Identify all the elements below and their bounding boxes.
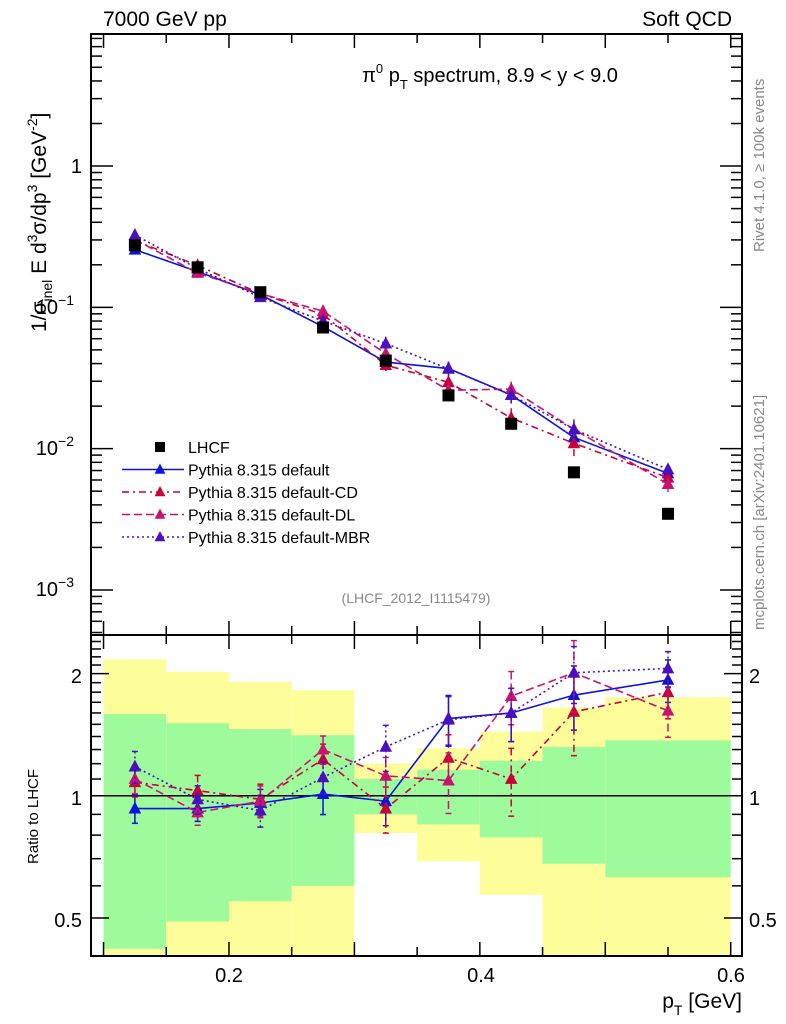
main-panel-content	[128, 228, 675, 520]
ratio-y-tick-label: 0.5	[54, 910, 82, 932]
main-marker-MBR	[379, 336, 393, 349]
ratio-panel-content	[128, 639, 675, 834]
ratio-marker-MBR	[254, 803, 267, 816]
main-marker-CD	[661, 470, 675, 483]
main-marker-LHCF	[317, 321, 330, 334]
ratio-marker-CD	[504, 772, 518, 784]
ratio-marker-CD	[567, 704, 581, 717]
ratio-y-tick-label: 1	[71, 788, 82, 810]
main-marker-LHCF	[128, 239, 141, 252]
main-marker-CD	[442, 375, 455, 388]
ratio-marker-DL	[661, 703, 675, 716]
ratio-marker-default	[661, 672, 675, 685]
mcplots-source-label: mcplots.cern.ch [arXiv:2401.10621]	[751, 395, 768, 630]
ratio-series-line-DL	[134, 671, 669, 814]
ratio-y-tick-label: 2	[71, 666, 82, 688]
legend-marker-LHCF	[155, 442, 165, 452]
ratio-marker-DL	[379, 768, 393, 781]
ratio-y-tick-label-right: 0.5	[749, 910, 777, 932]
ratio-marker-DL	[316, 742, 330, 755]
main-y-tick-label: 10−1	[36, 292, 74, 319]
legend-label-CD: Pythia 8.315 default-CD	[188, 485, 358, 502]
ratio-marker-MBR	[191, 792, 204, 805]
legend: LHCF Pythia 8.315 default Pythia 8.315 def…	[122, 440, 370, 547]
main-marker-DL	[316, 304, 330, 317]
legend-marker-MBR	[154, 531, 166, 542]
main-y-tick-label: 10−2	[36, 433, 74, 460]
main-y-tick-label: 10−3	[36, 574, 74, 601]
plot-title: π0 pT spectrum, 8.9 < y < 9.0	[362, 61, 618, 92]
ratio-marker-CD	[191, 783, 204, 796]
legend-marker-CD	[154, 486, 166, 497]
x-tick-label: 0.4	[467, 965, 495, 987]
main-marker-LHCF	[191, 261, 204, 274]
ratio-marker-DL	[254, 794, 267, 807]
main-series-line-MBR	[134, 234, 669, 471]
ratio-y-axis-label: Ratio to LHCF	[25, 769, 42, 864]
ratio-marker-MBR	[316, 770, 330, 783]
legend-marker-default	[154, 463, 166, 474]
legend-marker-DL	[154, 508, 166, 519]
main-marker-LHCF	[567, 466, 580, 479]
header-right-label: Soft QCD	[642, 8, 732, 31]
legend-label-LHCF: LHCF	[188, 440, 230, 457]
legend-label-MBR: Pythia 8.315 default-MBR	[188, 530, 370, 547]
legend-label-DL: Pythia 8.315 default-DL	[188, 508, 355, 525]
main-marker-MBR	[661, 462, 675, 475]
main-marker-MBR	[504, 387, 518, 400]
main-marker-LHCF	[505, 417, 518, 430]
x-tick-label: 0.2	[215, 965, 243, 987]
ratio-marker-MBR	[661, 661, 675, 674]
ratio-series-line-CD	[134, 691, 669, 810]
axis-ticks	[91, 34, 742, 956]
ratio-marker-MBR	[504, 705, 518, 718]
main-marker-LHCF	[661, 507, 674, 520]
main-y-tick-label: 1	[71, 156, 82, 178]
ratio-marker-MBR	[128, 759, 142, 772]
inner-band-bin	[605, 740, 731, 878]
ratio-marker-default	[379, 794, 393, 807]
inner-band-bin	[542, 746, 606, 864]
main-marker-MBR	[442, 361, 455, 374]
ratio-y-tick-label-right: 1	[749, 788, 760, 810]
main-marker-DL	[661, 477, 675, 490]
ratio-marker-CD	[316, 752, 330, 765]
main-marker-LHCF	[379, 354, 392, 367]
main-y-axis-label: 1/σinel E d3σ/dp3 [GeV-2]	[24, 113, 55, 332]
main-marker-CD	[567, 436, 581, 449]
inner-band-bin	[166, 723, 229, 922]
x-axis-label: pT [GeV]	[662, 990, 742, 1018]
ratio-marker-DL	[442, 773, 455, 786]
main-series-line-CD	[134, 239, 669, 479]
ratio-marker-MBR	[442, 712, 455, 725]
main-marker-MBR	[128, 228, 142, 240]
main-marker-LHCF	[254, 286, 267, 299]
header-left-label: 7000 GeV pp	[103, 8, 227, 31]
inner-band-bin	[103, 714, 167, 949]
main-marker-LHCF	[442, 389, 455, 402]
ratio-marker-MBR	[567, 665, 581, 678]
ratio-marker-MBR	[379, 739, 393, 752]
analysis-id-annotation: (LHCF_2012_I1115479)	[342, 590, 491, 606]
ratio-marker-default	[128, 801, 142, 814]
x-tick-label: 0.6	[717, 965, 745, 987]
rivet-version-label: Rivet 4.1.0, ≥ 100k events	[751, 79, 768, 252]
main-marker-MBR	[567, 422, 581, 435]
legend-label-default: Pythia 8.315 default	[188, 463, 330, 480]
ratio-marker-CD	[379, 801, 393, 814]
ratio-y-tick-label-right: 2	[749, 666, 760, 688]
